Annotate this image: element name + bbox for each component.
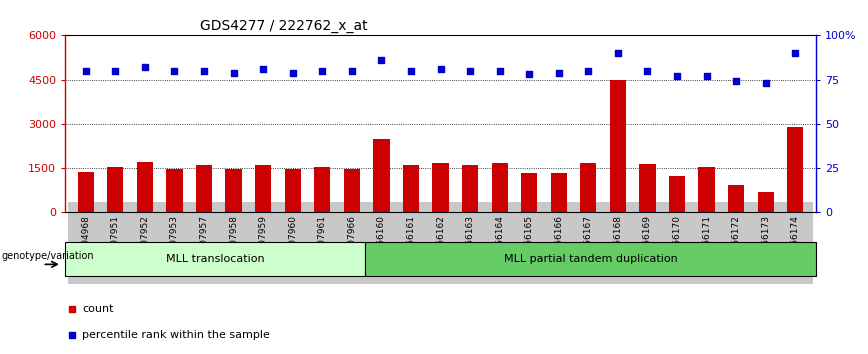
Point (345, 68, 358, 74)
Point (582, 68, 595, 74)
Point (759, 80, 773, 86)
Bar (255, 165, 272, 212)
Point (256, 66, 270, 72)
Point (729, 79, 743, 84)
Bar (699, 167, 714, 212)
Point (374, 57, 388, 63)
Bar (314, 167, 331, 212)
Text: MLL partial tandem duplication: MLL partial tandem duplication (503, 254, 678, 264)
Bar (226, 169, 241, 212)
Bar (365, 242, 816, 276)
Bar (550, 173, 567, 212)
Bar (344, 169, 360, 212)
Text: genotype/variation: genotype/variation (1, 251, 94, 261)
Bar (787, 127, 804, 212)
Bar (196, 165, 212, 212)
Point (611, 50, 625, 56)
Point (641, 68, 654, 74)
Point (138, 64, 152, 70)
Point (464, 68, 477, 74)
Text: GDS4277 / 222762_x_at: GDS4277 / 222762_x_at (201, 19, 368, 33)
Point (404, 68, 418, 74)
Bar (77, 172, 94, 212)
Point (286, 70, 299, 75)
Bar (728, 185, 744, 212)
Text: MLL translocation: MLL translocation (166, 254, 265, 264)
Point (108, 68, 122, 74)
Bar (669, 176, 685, 212)
Point (700, 73, 713, 79)
Point (493, 68, 507, 74)
Point (168, 68, 181, 74)
Point (315, 68, 329, 74)
Bar (640, 164, 655, 212)
Bar (491, 164, 508, 212)
Bar (609, 80, 626, 212)
Text: count: count (82, 304, 114, 314)
Text: percentile rank within the sample: percentile rank within the sample (82, 330, 270, 339)
Bar (108, 167, 123, 212)
Point (433, 66, 447, 72)
Point (670, 73, 684, 79)
Bar (521, 173, 537, 212)
Bar (373, 139, 390, 212)
Point (788, 50, 802, 56)
Point (552, 70, 566, 75)
Point (197, 68, 211, 74)
Bar (432, 164, 449, 212)
Point (227, 70, 240, 75)
Bar (285, 169, 301, 212)
Bar (65, 242, 365, 276)
Point (79, 68, 93, 74)
Point (523, 72, 536, 77)
Bar (137, 162, 153, 212)
Bar (167, 169, 182, 212)
Bar (580, 163, 596, 212)
Bar (403, 166, 419, 212)
Bar (462, 165, 478, 212)
Bar (758, 192, 773, 212)
